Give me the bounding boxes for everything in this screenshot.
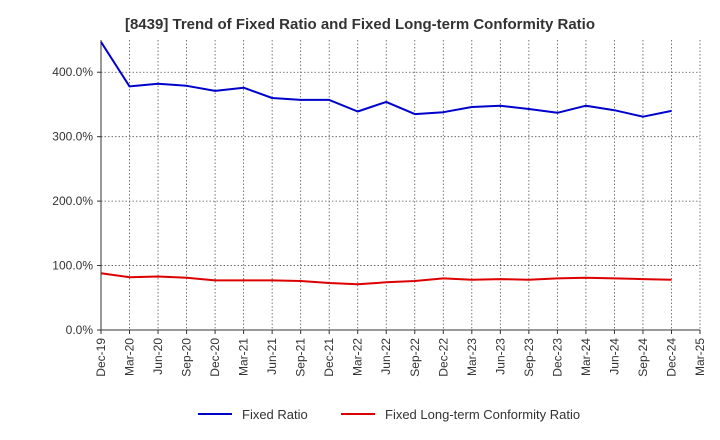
x-tick-label: Jun-22 (379, 338, 393, 375)
x-tick-label: Mar-23 (465, 338, 479, 376)
x-tick-label: Sep-21 (294, 338, 308, 377)
y-tick-label: 0.0% (66, 323, 94, 337)
y-tick-label: 100.0% (52, 259, 93, 273)
x-tick-label: Mar-25 (693, 338, 707, 376)
x-tick-label: Dec-22 (436, 338, 450, 377)
x-tick-label: Sep-22 (408, 338, 422, 377)
x-tick-label: Dec-24 (664, 338, 678, 377)
x-tick-label: Sep-24 (636, 338, 650, 377)
grid-lines (101, 40, 701, 330)
x-tick-label: Jun-24 (607, 338, 621, 375)
legend-label: Fixed Ratio (242, 407, 308, 422)
legend-label: Fixed Long-term Conformity Ratio (385, 407, 580, 422)
x-tick-label: Sep-23 (522, 338, 536, 377)
x-tick-label: Jun-23 (493, 338, 507, 375)
x-tick-label: Dec-23 (550, 338, 564, 377)
x-tick-label: Jun-21 (265, 338, 279, 375)
x-tick-label: Mar-22 (351, 338, 365, 376)
y-tick-label: 400.0% (52, 65, 93, 79)
series-line-fixed-long-term-conformity-ratio (100, 272, 672, 286)
x-tick-label: Sep-20 (180, 338, 194, 377)
chart-title: [8439] Trend of Fixed Ratio and Fixed Lo… (124, 16, 596, 33)
x-tick-label: Jun-20 (151, 338, 165, 375)
x-tick-label: Mar-20 (123, 338, 137, 376)
y-tick-label: 300.0% (52, 130, 93, 144)
x-tick-label: Mar-24 (579, 338, 593, 376)
x-tick-label: Dec-20 (208, 338, 222, 377)
x-tick-label: Dec-21 (322, 338, 336, 377)
series-line-fixed-ratio (100, 41, 672, 118)
x-tick-label: Mar-21 (237, 338, 251, 376)
y-tick-label: 200.0% (52, 194, 93, 208)
plot-area (101, 40, 700, 330)
x-tick-label: Dec-19 (94, 338, 108, 377)
